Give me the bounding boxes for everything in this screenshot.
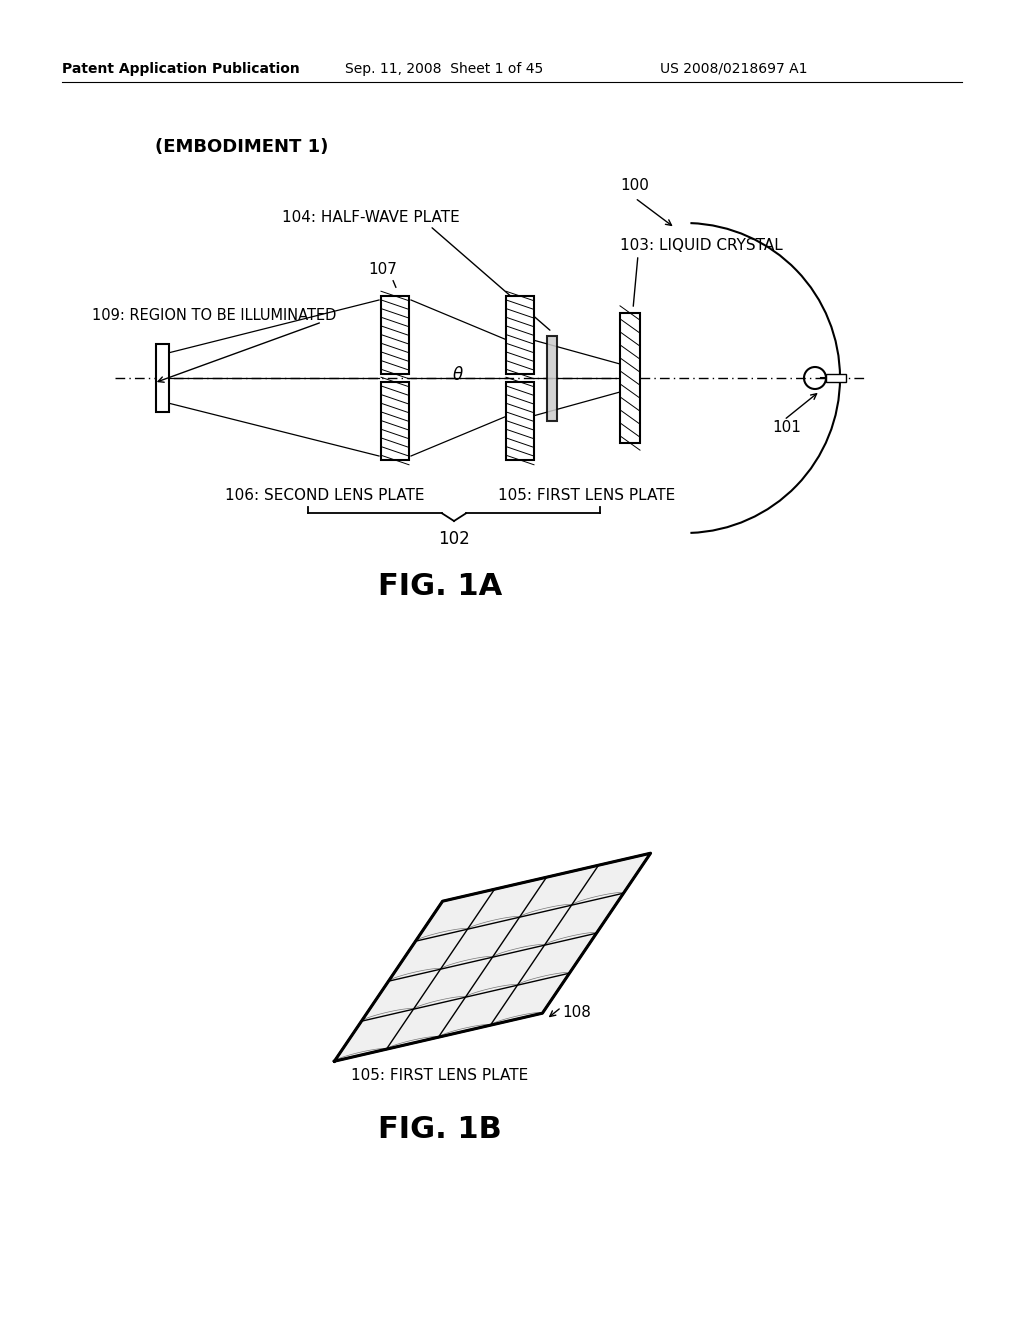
- Bar: [381, 296, 409, 374]
- Text: (EMBODIMENT 1): (EMBODIMENT 1): [155, 139, 329, 156]
- Text: 105: FIRST LENS PLATE: 105: FIRST LENS PLATE: [498, 488, 675, 503]
- Polygon shape: [335, 853, 650, 1061]
- Text: 107: 107: [368, 261, 397, 277]
- Text: Sep. 11, 2008  Sheet 1 of 45: Sep. 11, 2008 Sheet 1 of 45: [345, 62, 544, 77]
- Text: 100: 100: [620, 178, 649, 193]
- Bar: [547, 337, 557, 421]
- Text: 102: 102: [438, 531, 470, 548]
- Bar: [506, 296, 534, 374]
- Text: 108: 108: [562, 1006, 591, 1020]
- Text: US 2008/0218697 A1: US 2008/0218697 A1: [660, 62, 808, 77]
- Text: 103: LIQUID CRYSTAL: 103: LIQUID CRYSTAL: [620, 238, 782, 253]
- Bar: [826, 374, 846, 381]
- Text: θ: θ: [453, 366, 463, 384]
- Text: 105: FIRST LENS PLATE: 105: FIRST LENS PLATE: [351, 1068, 528, 1082]
- Bar: [506, 381, 534, 459]
- Text: Patent Application Publication: Patent Application Publication: [62, 62, 300, 77]
- Text: FIG. 1A: FIG. 1A: [378, 572, 502, 601]
- Bar: [381, 381, 409, 459]
- Text: 104: HALF-WAVE PLATE: 104: HALF-WAVE PLATE: [282, 210, 460, 224]
- Bar: [620, 313, 640, 444]
- Bar: [156, 345, 169, 412]
- Text: 101: 101: [772, 420, 801, 436]
- Text: 106: SECOND LENS PLATE: 106: SECOND LENS PLATE: [225, 488, 425, 503]
- Text: FIG. 1B: FIG. 1B: [378, 1115, 502, 1144]
- Text: 109: REGION TO BE ILLUMINATED: 109: REGION TO BE ILLUMINATED: [92, 308, 336, 323]
